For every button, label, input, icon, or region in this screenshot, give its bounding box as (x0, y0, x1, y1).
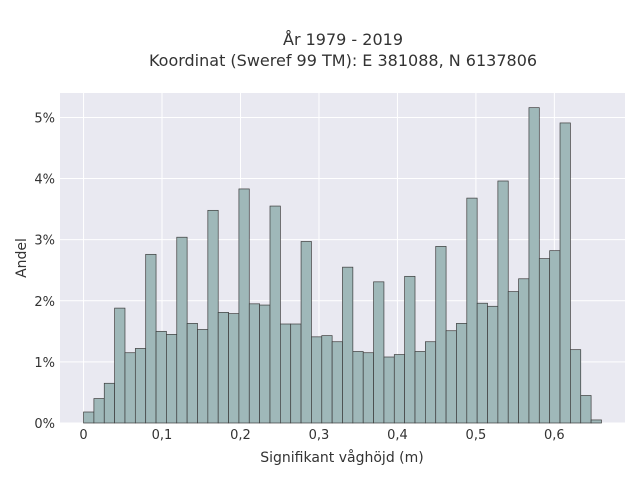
y-axis-ticks: 0% 1% 2% 3% 4% 5% (34, 111, 55, 432)
x-tick-label: 0,1 (152, 428, 173, 443)
histogram-bar (259, 304, 271, 424)
x-tick-label: 0,3 (309, 428, 330, 443)
histogram-bar (435, 246, 447, 424)
histogram-bar (518, 278, 530, 424)
histogram-bar (393, 354, 405, 424)
histogram-bar (197, 329, 209, 424)
histogram-bar (280, 323, 292, 424)
x-tick-label: 0,4 (387, 428, 408, 443)
histogram-bar (145, 253, 157, 424)
histogram-bar (186, 323, 198, 424)
histogram-bar (373, 281, 385, 424)
histogram-bar (83, 411, 95, 424)
histogram-bar (238, 188, 250, 424)
histogram-bar (507, 291, 519, 424)
histogram-bar (269, 205, 281, 424)
histogram-bar (321, 335, 333, 424)
histogram-bar (217, 312, 229, 424)
histogram-bar (549, 250, 561, 424)
chart-title: År 1979 - 2019 (283, 30, 403, 49)
histogram-bar (342, 266, 354, 424)
y-tick-label: 5% (34, 111, 55, 126)
histogram-bar (538, 258, 551, 424)
histogram-bar (93, 398, 105, 424)
histogram-bar (528, 107, 540, 424)
y-axis-label: Andel (14, 238, 30, 278)
histogram-bar (155, 330, 167, 424)
y-tick-label: 2% (34, 295, 55, 310)
histogram-bar (580, 395, 592, 424)
histogram-bar (497, 180, 509, 424)
histogram-bar (228, 313, 240, 424)
histogram-bar (570, 349, 582, 424)
histogram-bar (166, 334, 178, 424)
histogram-bar (404, 275, 416, 424)
y-tick-label: 1% (34, 356, 55, 371)
x-tick-label: 0,5 (466, 428, 487, 443)
histogram-bar (425, 341, 437, 424)
histogram-bar (362, 352, 374, 424)
y-tick-label: 3% (34, 234, 55, 249)
y-tick-label: 0% (34, 417, 55, 432)
histogram-bar (290, 323, 302, 424)
chart-subtitle: Koordinat (Sweref 99 TM): E 381088, N 61… (149, 51, 537, 70)
histogram-bar (103, 382, 115, 424)
histogram-bar (445, 330, 457, 424)
histogram-bar (476, 302, 488, 424)
histogram-bar (456, 323, 468, 424)
histogram-bar (331, 341, 343, 424)
histogram-bar (590, 419, 602, 424)
histogram-bar (311, 336, 323, 424)
x-tick-label: 0 (79, 428, 87, 443)
histogram-bar (124, 352, 136, 424)
histogram-bar (300, 241, 312, 424)
histogram-bar (414, 351, 426, 424)
y-tick-label: 4% (34, 173, 55, 188)
histogram-bar (207, 209, 219, 424)
histogram-bar (487, 305, 499, 424)
histogram-bar (352, 351, 364, 424)
x-tick-label: 0,6 (544, 428, 565, 443)
histogram-bar (466, 197, 478, 424)
histogram-bar (248, 303, 260, 424)
histogram-bar (559, 122, 571, 424)
histogram-bars (83, 107, 602, 424)
x-axis-ticks: 0 0,1 0,2 0,3 0,4 0,5 0,6 (79, 428, 564, 443)
x-tick-label: 0,2 (230, 428, 251, 443)
histogram-bar (134, 348, 147, 424)
histogram-bar (176, 236, 188, 424)
histogram-bar (383, 356, 395, 424)
x-axis-label: Signifikant våghöjd (m) (260, 449, 423, 466)
histogram-bar (114, 307, 126, 424)
